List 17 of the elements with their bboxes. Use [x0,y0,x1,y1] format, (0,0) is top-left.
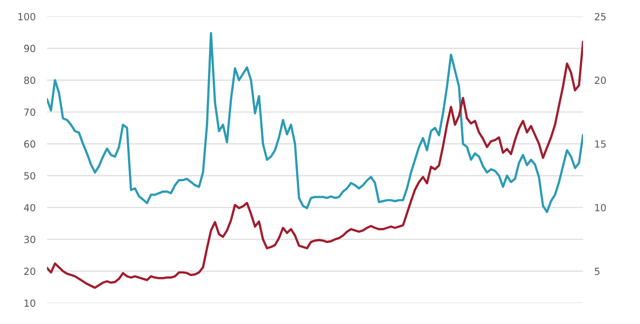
y2-tick-label: 25 [594,12,606,20]
y-tick-label: 10 [24,299,36,307]
line-series [47,32,583,214]
y-tick-label: 40 [24,204,36,212]
y2-tick-label: 5 [594,268,600,275]
y-tick-label: 60 [24,140,36,148]
y-tick-label: 80 [24,76,36,84]
y2-tick-label: 20 [594,76,606,84]
y-tick-label: 20 [24,268,36,275]
y-tick-label: 70 [24,108,36,116]
y-tick-label: 30 [24,236,36,244]
y2-tick-label: 10 [595,204,606,212]
y2-tick-label: 15 [595,140,606,148]
y-tick-label: 50 [24,172,36,180]
y-tick-label: 90 [24,44,36,52]
y-tick-label: 100 [18,12,36,20]
line-series [47,40,583,289]
